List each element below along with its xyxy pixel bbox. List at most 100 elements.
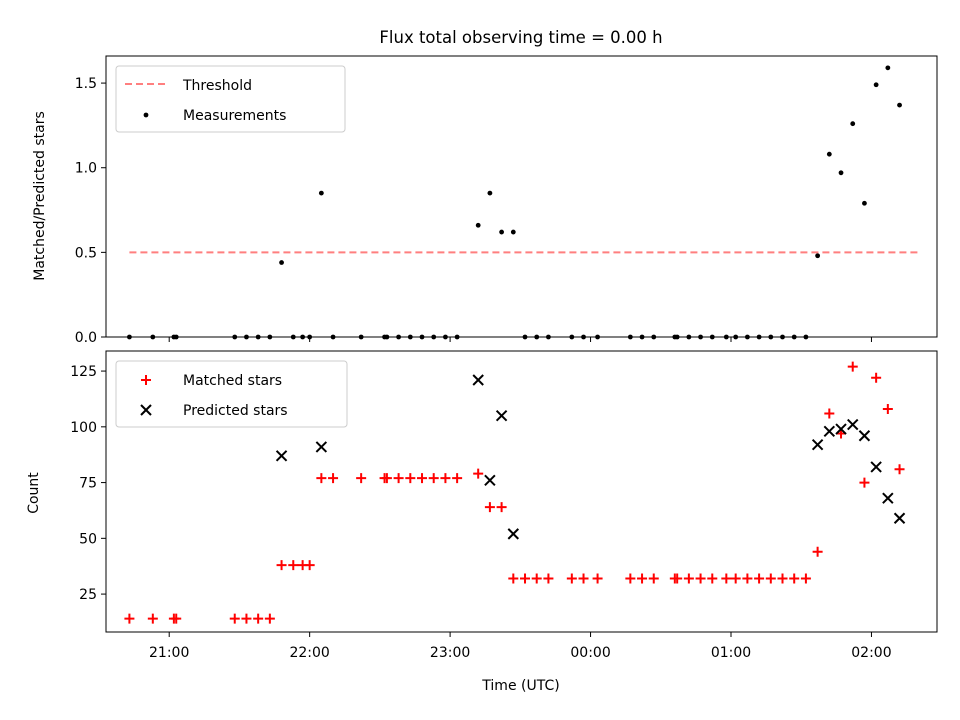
measurement-point [885, 65, 891, 71]
matched-star-point [707, 573, 718, 584]
predicted-star-point [835, 423, 847, 435]
matched-star-point [859, 477, 870, 488]
matched-star-point [428, 473, 439, 484]
matched-star-point [566, 573, 577, 584]
x-axis-label: Time (UTC) [481, 678, 559, 694]
bottom-legend-box [115, 360, 348, 428]
matched-star-point [847, 361, 858, 372]
matched-star-point [824, 408, 835, 419]
x-tick-label: 02:00 [851, 645, 891, 661]
predicted-star-point [847, 418, 859, 431]
matched-star-point [531, 573, 542, 584]
matched-star-point [777, 573, 788, 584]
y-tick-label: 0.0 [75, 330, 97, 346]
bottom-axes-frame [105, 350, 938, 633]
measurement-point [279, 260, 284, 265]
matched-star-point [695, 573, 706, 584]
x-tick-label: 21:00 [149, 645, 189, 661]
matched-star-point [721, 573, 732, 584]
x-tick-label: 22:00 [289, 645, 329, 661]
matched-star-point [800, 573, 811, 584]
legend-matched-label: Matched stars [183, 373, 282, 389]
measurement-point [510, 229, 516, 235]
y-tick-label: 50 [79, 531, 97, 547]
matched-star-point [496, 502, 507, 513]
matched-star-point [356, 473, 367, 484]
matched-star-point [765, 573, 776, 584]
measurement-point [487, 190, 493, 196]
x-tick-label: 01:00 [711, 645, 751, 661]
y-axis-label-bottom: Count [26, 472, 42, 514]
matched-star-point [789, 573, 800, 584]
matched-star-point [316, 473, 327, 484]
measurement-point [499, 229, 505, 235]
legend-threshold-label: Threshold [182, 78, 252, 94]
top-legend-box [115, 65, 346, 133]
matched-star-point [730, 573, 741, 584]
predicted-star-point [870, 461, 882, 473]
predicted-star-point [823, 425, 836, 437]
matched-star-point [381, 473, 392, 484]
matched-star-point [264, 613, 275, 624]
y-axis-label-top: Matched/Predicted stars [32, 111, 48, 281]
matched-star-point [147, 613, 158, 624]
measurement-point [850, 121, 856, 127]
matched-star-point [229, 613, 240, 624]
matched-star-point [894, 464, 905, 475]
matched-star-point [543, 573, 554, 584]
matched-star-point [742, 573, 753, 584]
x-tick-label: 00:00 [570, 645, 610, 661]
matched-star-point [871, 372, 882, 383]
matched-star-point [484, 502, 495, 513]
predicted-star-point [882, 492, 894, 504]
matched-star-point [440, 473, 451, 484]
measurement-point [838, 170, 844, 176]
top-axes-frame [105, 55, 938, 338]
y-tick-label: 75 [79, 476, 97, 492]
predicted-star-point [811, 438, 824, 451]
measurement-point [873, 82, 879, 88]
matched-star-point [592, 573, 603, 584]
top-legend: Threshold Measurements [115, 65, 346, 133]
matched-star-point [417, 473, 428, 484]
legend-predicted-swatch [140, 404, 152, 416]
predicted-star-point [275, 450, 288, 462]
y-tick-label: 25 [79, 587, 97, 603]
predicted-star-point [484, 474, 496, 487]
measurement-point [826, 151, 832, 157]
matched-star-point [812, 546, 823, 557]
matched-star-point [754, 573, 765, 584]
measurement-point [897, 102, 902, 108]
y-tick-label: 125 [70, 364, 97, 380]
matched-star-point [328, 473, 339, 484]
matched-star-point [171, 613, 182, 624]
predicted-star-point [858, 430, 871, 442]
matched-star-point [578, 573, 589, 584]
predicted-star-point [315, 441, 328, 453]
measurement-point [475, 222, 481, 228]
matched-star-point [625, 573, 636, 584]
predicted-star-point [472, 374, 484, 386]
matched-star-point [393, 473, 404, 484]
matched-star-point [672, 573, 683, 584]
matched-star-point [124, 613, 135, 624]
matched-star-point [405, 473, 416, 484]
matched-star-point [520, 573, 531, 584]
matched-star-point [288, 560, 299, 571]
legend-predicted-label: Predicted stars [183, 403, 288, 419]
matched-star-point [508, 573, 519, 584]
y-tick-label: 1.0 [75, 161, 97, 177]
matched-star-point [253, 613, 264, 624]
measurement-point [318, 190, 324, 196]
matched-star-point [637, 573, 648, 584]
measurement-point [815, 253, 821, 259]
predicted-star-point [893, 512, 906, 524]
matched-star-point [683, 573, 694, 584]
legend-matched-swatch [141, 375, 151, 385]
matched-star-point [304, 560, 315, 571]
measurement-point [862, 200, 867, 206]
predicted-star-point [495, 409, 508, 422]
legend-measurements-label: Measurements [183, 108, 286, 124]
matched-star-point [452, 473, 463, 484]
